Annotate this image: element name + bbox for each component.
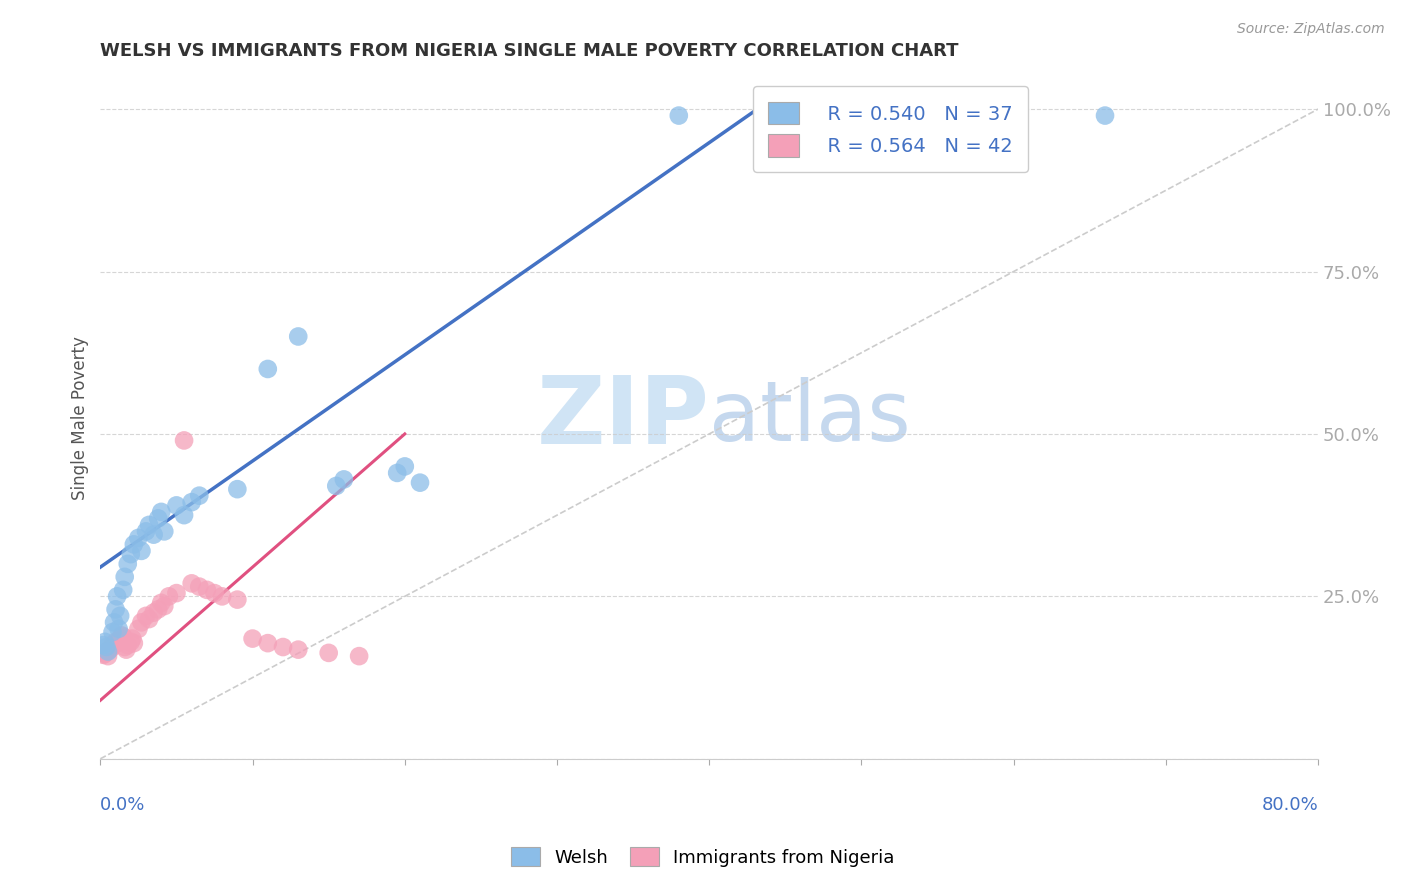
Point <box>112 582 135 597</box>
Point <box>173 508 195 523</box>
Point <box>117 557 139 571</box>
Legend: Welsh, Immigrants from Nigeria: Welsh, Immigrants from Nigeria <box>503 840 903 874</box>
Point <box>166 499 188 513</box>
Point <box>148 511 170 525</box>
Point <box>138 612 160 626</box>
Point <box>347 649 370 664</box>
Text: 0.0%: 0.0% <box>100 797 146 814</box>
Point <box>97 644 120 658</box>
Point <box>122 636 145 650</box>
Point <box>180 495 202 509</box>
Point <box>103 615 125 630</box>
Point <box>108 608 131 623</box>
Point <box>108 632 131 646</box>
Point <box>211 590 233 604</box>
Point <box>111 628 134 642</box>
Point <box>93 638 115 652</box>
Point <box>96 644 118 658</box>
Point <box>204 586 226 600</box>
Point <box>107 633 129 648</box>
Point <box>94 647 117 661</box>
Point <box>150 505 173 519</box>
Point <box>114 570 136 584</box>
Text: 80.0%: 80.0% <box>1261 797 1319 814</box>
Point <box>195 582 218 597</box>
Text: Source: ZipAtlas.com: Source: ZipAtlas.com <box>1237 22 1385 37</box>
Point <box>188 580 211 594</box>
Point <box>117 638 139 652</box>
Point <box>121 632 143 646</box>
Point <box>94 635 117 649</box>
Point <box>287 642 309 657</box>
Point <box>142 606 165 620</box>
Point <box>153 524 176 539</box>
Point <box>107 622 129 636</box>
Legend:   R = 0.540   N = 37,   R = 0.564   N = 42: R = 0.540 N = 37, R = 0.564 N = 42 <box>752 87 1028 172</box>
Point <box>142 527 165 541</box>
Point <box>385 466 408 480</box>
Point <box>173 434 195 448</box>
Point <box>242 632 264 646</box>
Point <box>166 586 188 600</box>
Point <box>104 602 127 616</box>
Point <box>138 517 160 532</box>
Point <box>157 590 180 604</box>
Point <box>256 362 278 376</box>
Point <box>98 642 121 657</box>
Point <box>127 531 149 545</box>
Point <box>226 592 249 607</box>
Point <box>180 576 202 591</box>
Point <box>100 641 122 656</box>
Point <box>325 479 347 493</box>
Point <box>127 622 149 636</box>
Point <box>101 625 124 640</box>
Point <box>97 649 120 664</box>
Point <box>256 636 278 650</box>
Point <box>93 648 115 662</box>
Point <box>105 590 128 604</box>
Point <box>333 472 356 486</box>
Point <box>115 642 138 657</box>
Point <box>112 630 135 644</box>
Point <box>287 329 309 343</box>
Point <box>114 640 136 654</box>
Point <box>104 635 127 649</box>
Point <box>148 602 170 616</box>
Text: ZIP: ZIP <box>536 372 709 464</box>
Point <box>122 537 145 551</box>
Point <box>271 640 294 654</box>
Point <box>668 109 690 123</box>
Point <box>188 489 211 503</box>
Point <box>409 475 432 490</box>
Text: WELSH VS IMMIGRANTS FROM NIGERIA SINGLE MALE POVERTY CORRELATION CHART: WELSH VS IMMIGRANTS FROM NIGERIA SINGLE … <box>100 42 959 60</box>
Point <box>318 646 340 660</box>
Point <box>120 547 142 561</box>
Point <box>135 524 157 539</box>
Point <box>1094 109 1116 123</box>
Point <box>96 640 118 654</box>
Point <box>135 608 157 623</box>
Point <box>101 638 124 652</box>
Point <box>131 544 153 558</box>
Y-axis label: Single Male Poverty: Single Male Poverty <box>72 335 89 500</box>
Point <box>131 615 153 630</box>
Point <box>394 459 416 474</box>
Point <box>226 482 249 496</box>
Point <box>153 599 176 613</box>
Point <box>120 635 142 649</box>
Point <box>150 596 173 610</box>
Text: atlas: atlas <box>709 377 911 458</box>
Point <box>105 636 128 650</box>
